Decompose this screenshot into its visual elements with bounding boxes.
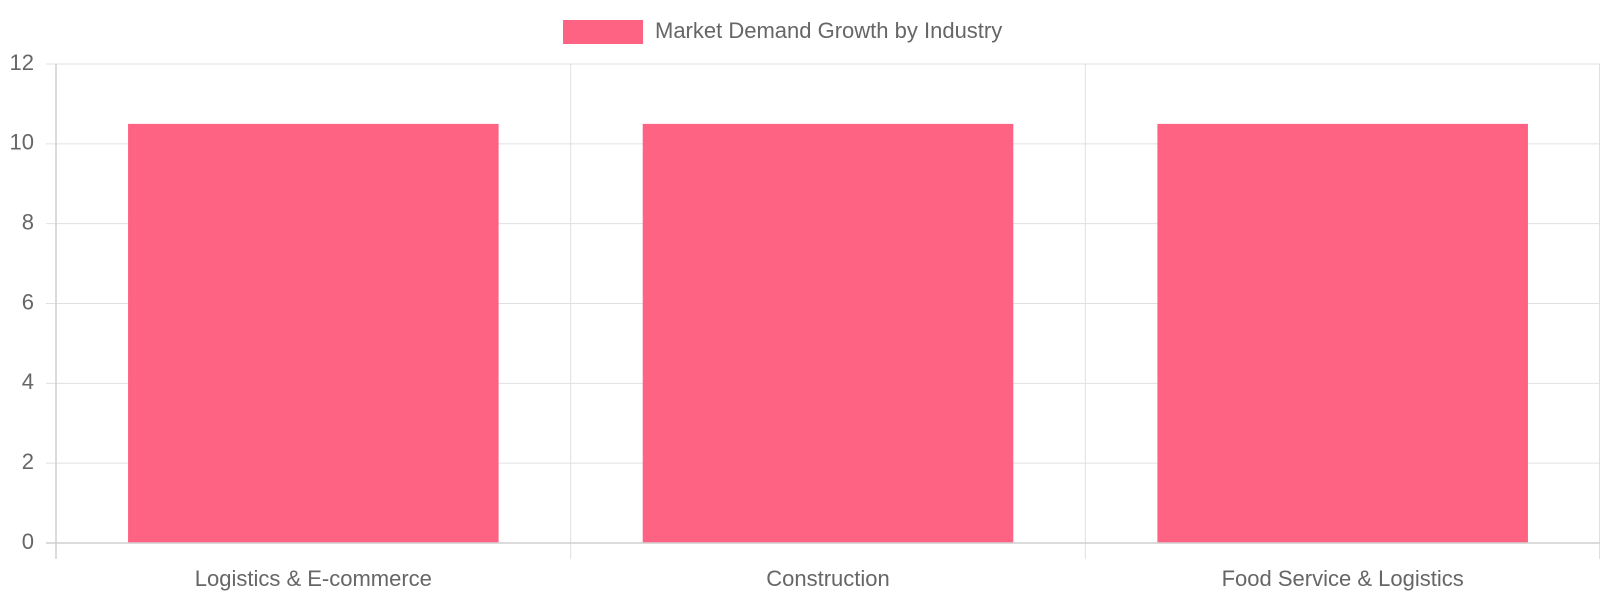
legend-label: Market Demand Growth by Industry xyxy=(655,18,1002,43)
y-tick-label: 6 xyxy=(22,289,34,314)
bar xyxy=(1157,123,1528,543)
y-tick-label: 12 xyxy=(10,50,34,75)
bar xyxy=(128,123,499,543)
y-tick-label: 4 xyxy=(22,369,34,394)
bar xyxy=(642,123,1014,543)
x-axis-tick-labels: Logistics & E-commerce Construction Food S… xyxy=(195,566,1464,591)
legend-swatch xyxy=(563,20,643,44)
y-axis-tick-labels: 0 2 4 6 8 10 12 xyxy=(10,50,34,554)
y-tick-label: 8 xyxy=(22,209,34,234)
y-tick-label: 0 xyxy=(22,529,34,554)
x-tick-label: Logistics & E-commerce xyxy=(195,566,432,591)
axes xyxy=(46,64,1600,559)
y-tick-label: 2 xyxy=(22,449,34,474)
x-tick-label: Food Service & Logistics xyxy=(1222,566,1464,591)
bars xyxy=(128,123,1528,543)
legend[interactable]: Market Demand Growth by Industry xyxy=(563,18,1002,44)
x-tick-label: Construction xyxy=(766,566,890,591)
y-tick-label: 10 xyxy=(10,130,34,155)
